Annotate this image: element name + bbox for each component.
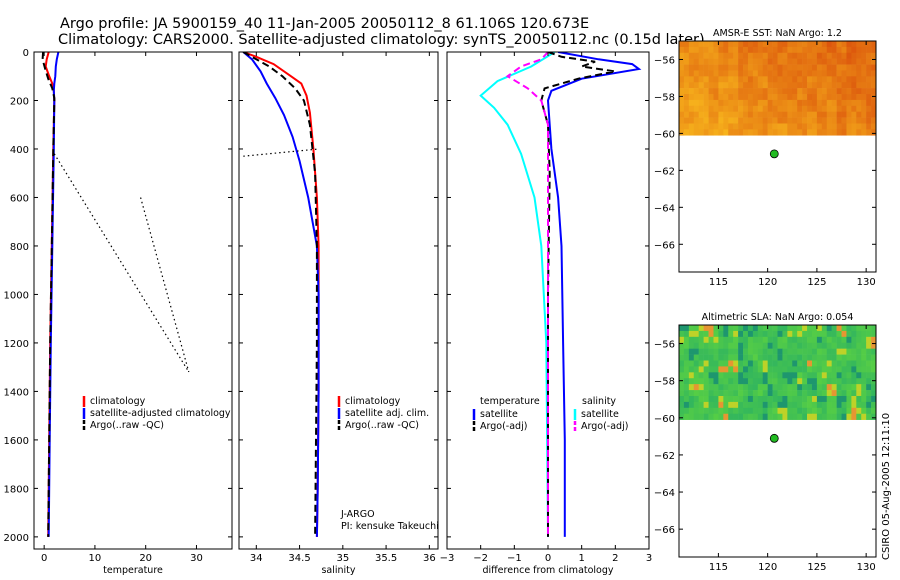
sla-map-xtick-label: 120 <box>758 562 777 573</box>
sst-map-ytick-label: −66 <box>654 240 675 251</box>
salinity-series-argo-raw-qc- <box>242 52 318 537</box>
salinity-series-climatology <box>242 52 320 537</box>
temperature-xtick-label: 30 <box>190 553 203 564</box>
sst-map-panel: AMSR-E SST: NaN Argo: 1.2 115 120 125 130 −56… <box>654 28 877 288</box>
temperature-series-argo-raw-qc- <box>41 52 56 537</box>
temperature-legend-1: satellite-adjusted climatology <box>90 408 231 419</box>
salinity-annotation-0: J-ARGO <box>340 509 375 520</box>
temperature-xlabel: temperature <box>103 565 163 576</box>
temperature-ytick-label: 1200 <box>4 339 29 350</box>
salinity-frame <box>238 51 439 550</box>
difference-xtick-label: 3 <box>646 553 652 564</box>
difference-legend-temp-sat: satellite <box>480 409 518 420</box>
salinity-legend-1: satellite adj. clim. <box>345 408 429 419</box>
figure-title-line2: Climatology: CARS2000. Satellite-adjuste… <box>58 32 705 48</box>
sla-map-title: Altimetric SLA: NaN Argo: 0.054 <box>702 312 854 323</box>
sst-map-frame <box>678 40 877 273</box>
difference-series-temperature-argo-adj- <box>540 52 616 537</box>
sst-map-ytick-label: −56 <box>654 55 675 66</box>
figure-title-line1: Argo profile: JA 5900159_40 11-Jan-2005 … <box>60 16 589 32</box>
salinity-xlabel: salinity <box>321 565 355 576</box>
sst-map-title: AMSR-E SST: NaN Argo: 1.2 <box>713 28 842 39</box>
difference-xtick-label: 2 <box>612 553 618 564</box>
sla-map-ytick-label: −60 <box>654 414 675 425</box>
sst-map-ytick-label: −58 <box>654 92 675 103</box>
salinity-legend-0: climatology <box>345 396 401 407</box>
salinity-legend-2: Argo(..raw -QC) <box>345 420 419 431</box>
temperature-legend-0: climatology <box>90 396 146 407</box>
temperature-ytick-label: 0 <box>23 48 29 59</box>
sla-map-ytick-label: −66 <box>654 525 675 536</box>
temperature-ytick-label: 1800 <box>4 484 29 495</box>
sla-map-xtick-label: 115 <box>709 562 728 573</box>
difference-legend-temperature-title: temperature <box>480 396 540 407</box>
temperature-series-raw-segment-a <box>53 153 190 373</box>
temperature-ytick-label: 200 <box>10 96 29 107</box>
temperature-ytick-label: 600 <box>10 193 29 204</box>
temperature-ytick-label: 1400 <box>4 387 29 398</box>
sst-map-xtick-label: 130 <box>857 277 876 288</box>
sla-map-frame <box>678 324 877 558</box>
difference-series-temperature-satellite <box>546 52 642 537</box>
sst-map-heatmap-cells <box>679 41 877 136</box>
sst-map-xtick-label: 115 <box>709 277 728 288</box>
temperature-ytick-label: 800 <box>10 242 29 253</box>
salinity-series-satellite-adj-clim- <box>242 52 320 537</box>
difference-legend-sal-sat: satellite <box>581 409 619 420</box>
difference-panel: −3 −2 −1 0 1 2 3 difference from climatology tem… <box>440 51 652 576</box>
sla-map-station-marker <box>769 433 779 443</box>
temperature-ytick-label: 1000 <box>4 290 29 301</box>
sst-map-station-marker <box>769 149 779 159</box>
sst-map-ytick-label: −64 <box>654 203 675 214</box>
sla-map-ytick-label: −56 <box>654 340 675 351</box>
temperature-ytick-label: 400 <box>10 145 29 156</box>
sla-map-heatmap-cells <box>679 325 877 420</box>
difference-legend-sal-argo: Argo(-adj) <box>581 421 628 432</box>
sst-map-ytick-label: −62 <box>654 166 675 177</box>
difference-xlabel: difference from climatology <box>482 565 613 576</box>
difference-series-salinity-argo-adj- <box>505 52 549 537</box>
difference-xtick-label: −1 <box>507 553 522 564</box>
salinity-series-raw-segment <box>243 148 319 157</box>
temperature-xtick-label: 10 <box>89 553 102 564</box>
sst-map-ytick-label: −60 <box>654 129 675 140</box>
difference-legend-salinity-title: salinity <box>582 396 616 407</box>
sst-map-xtick-label: 120 <box>758 277 777 288</box>
salinity-panel: 34 34.5 35 35.5 36 salinity climatologysatelli… <box>238 51 439 576</box>
difference-xtick-label: 1 <box>578 553 584 564</box>
sla-map-panel: Altimetric SLA: NaN Argo: 0.054 115 120 125… <box>654 312 877 573</box>
temperature-series-raw-segment-b <box>140 197 190 373</box>
temperature-xtick-label: 0 <box>41 553 47 564</box>
salinity-annotation-1: PI: kensuke Takeuchi <box>341 521 439 532</box>
temperature-frame <box>33 51 233 550</box>
credit-label: CSIRO 05-Aug-2005 12:11:10 <box>881 413 892 560</box>
sla-map-xtick-label: 130 <box>857 562 876 573</box>
salinity-xtick-label: 35 <box>336 553 349 564</box>
sla-map-ytick-label: −62 <box>654 451 675 462</box>
temperature-ytick-label: 1600 <box>4 436 29 447</box>
temperature-legend-2: Argo(..raw -QC) <box>90 420 164 431</box>
temperature-ytick-label: 2000 <box>4 533 29 544</box>
temperature-xtick-label: 20 <box>139 553 152 564</box>
difference-legend-temp-argo: Argo(-adj) <box>480 421 527 432</box>
difference-xtick-label: −2 <box>473 553 488 564</box>
difference-series-salinity-satellite <box>479 52 556 537</box>
salinity-xtick-label: 34.5 <box>288 553 310 564</box>
temperature-panel: 0 10 20 30 0 200 400 600 800 1000 1200 1400 1600 1800… <box>4 48 233 576</box>
sla-map-ytick-label: −64 <box>654 488 675 499</box>
sla-map-xtick-label: 125 <box>807 562 826 573</box>
sla-map-ytick-label: −58 <box>654 377 675 388</box>
salinity-xtick-label: 36 <box>423 553 436 564</box>
difference-xtick-label: 0 <box>545 553 551 564</box>
sst-map-xtick-label: 125 <box>807 277 826 288</box>
salinity-xtick-label: 35.5 <box>375 553 397 564</box>
difference-xtick-label: −3 <box>440 553 455 564</box>
salinity-xtick-label: 34 <box>250 553 263 564</box>
